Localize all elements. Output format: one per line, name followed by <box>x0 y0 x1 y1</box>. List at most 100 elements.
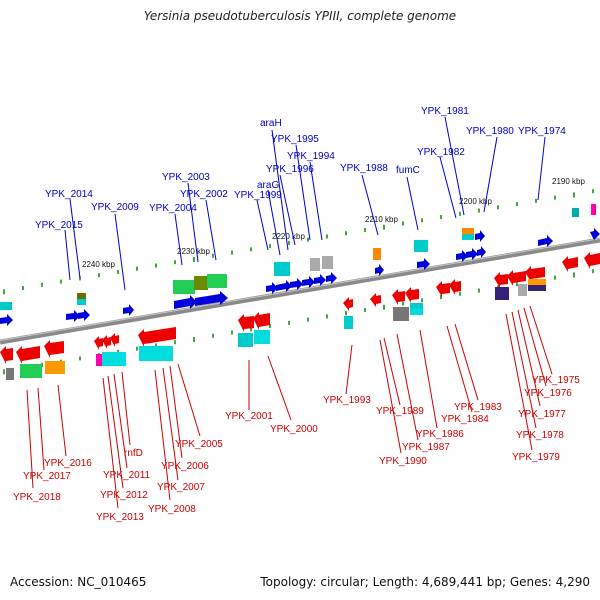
reverse-gene-arrow[interactable] <box>343 297 353 311</box>
cds-block[interactable] <box>414 240 428 252</box>
gene-label[interactable]: YPK_1981 <box>421 106 469 117</box>
reverse-gene-arrow[interactable] <box>449 279 461 295</box>
gene-label[interactable]: YPK_1986 <box>416 429 464 440</box>
cds-block[interactable] <box>102 352 126 366</box>
forward-gene-arrow[interactable] <box>314 274 326 286</box>
reverse-gene-arrow[interactable] <box>238 314 254 332</box>
gene-label[interactable]: YPK_1993 <box>323 395 371 406</box>
reverse-gene-arrow[interactable] <box>507 270 526 286</box>
gene-label[interactable]: YPK_1994 <box>287 151 335 162</box>
gene-label[interactable]: YPK_2002 <box>180 189 228 200</box>
cds-block[interactable] <box>96 354 102 366</box>
gene-label[interactable]: YPK_2008 <box>148 504 196 515</box>
reverse-gene-arrow[interactable] <box>584 252 600 269</box>
gene-label[interactable]: YPK_1975 <box>532 375 580 386</box>
forward-gene-arrow[interactable] <box>266 282 278 294</box>
cds-block[interactable] <box>572 208 579 217</box>
cds-block[interactable] <box>495 287 509 300</box>
cds-block[interactable] <box>518 284 527 296</box>
cds-block[interactable] <box>207 274 227 288</box>
gene-label[interactable]: YPK_1983 <box>454 402 502 413</box>
gene-label[interactable]: araG <box>257 180 279 191</box>
cds-block[interactable] <box>393 307 409 321</box>
forward-gene-arrow[interactable] <box>475 230 485 242</box>
gene-label[interactable]: YPK_2013 <box>96 512 144 523</box>
forward-gene-arrow[interactable] <box>123 304 134 316</box>
reverse-gene-arrow[interactable] <box>405 287 419 303</box>
cds-block[interactable] <box>462 228 474 234</box>
reverse-gene-arrow[interactable] <box>436 281 450 297</box>
cds-block[interactable] <box>173 280 195 294</box>
reverse-gene-arrow[interactable] <box>392 289 405 305</box>
cds-block[interactable] <box>0 302 12 310</box>
gene-label[interactable]: YPK_1976 <box>524 388 572 399</box>
gene-label[interactable]: YPK_1988 <box>340 163 388 174</box>
gene-label[interactable]: YPK_1974 <box>518 126 566 137</box>
forward-gene-arrow[interactable] <box>326 272 337 284</box>
gene-label[interactable]: YPK_2011 <box>103 470 151 481</box>
forward-gene-arrow[interactable] <box>477 246 486 258</box>
gene-label[interactable]: YPK_1987 <box>402 442 450 453</box>
gene-label[interactable]: YPK_2001 <box>225 411 273 422</box>
gene-label[interactable]: YPK_1980 <box>466 126 514 137</box>
forward-gene-arrow[interactable] <box>466 248 478 260</box>
forward-gene-arrow[interactable] <box>276 280 292 292</box>
forward-gene-arrow[interactable] <box>417 258 430 270</box>
gene-label[interactable]: YPK_1999 <box>234 190 282 201</box>
reverse-gene-arrow[interactable] <box>138 327 176 347</box>
cds-block[interactable] <box>139 346 173 361</box>
reverse-gene-arrow[interactable] <box>253 312 270 330</box>
gene-label[interactable]: YPK_2003 <box>162 172 210 183</box>
forward-gene-arrow[interactable] <box>66 310 80 322</box>
gene-label[interactable]: YPK_2017 <box>23 471 71 482</box>
cds-block[interactable] <box>410 303 423 309</box>
gene-label[interactable]: YPK_1984 <box>441 414 489 425</box>
forward-gene-arrow[interactable] <box>78 309 90 321</box>
forward-gene-arrow[interactable] <box>290 278 303 290</box>
cds-block[interactable] <box>322 256 333 269</box>
cds-block[interactable] <box>344 316 353 329</box>
gene-label[interactable]: YPK_1996 <box>266 164 314 175</box>
forward-gene-arrow[interactable] <box>456 250 468 262</box>
reverse-gene-arrow[interactable] <box>525 266 545 282</box>
gene-label[interactable]: YPK_1977 <box>518 409 566 420</box>
cds-block[interactable] <box>528 279 546 285</box>
forward-gene-arrow[interactable] <box>302 276 315 288</box>
cds-block[interactable] <box>45 361 65 374</box>
gene-label[interactable]: YPK_2014 <box>45 189 93 200</box>
reverse-gene-arrow[interactable] <box>494 272 508 288</box>
gene-label[interactable]: YPK_2004 <box>149 203 197 214</box>
gene-label[interactable]: YPK_2012 <box>100 490 148 501</box>
cds-block[interactable] <box>373 248 381 260</box>
cds-block[interactable] <box>77 293 86 299</box>
gene-label[interactable]: YPK_2006 <box>161 461 209 472</box>
gene-label[interactable]: YPK_1982 <box>417 147 465 158</box>
gene-label[interactable]: fumC <box>396 165 420 176</box>
forward-gene-arrow[interactable] <box>0 314 13 326</box>
gene-label[interactable]: YPK_2005 <box>175 439 223 450</box>
gene-label[interactable]: YPK_2015 <box>35 220 83 231</box>
cds-block[interactable] <box>462 234 474 240</box>
gene-label[interactable]: YPK_1995 <box>271 134 319 145</box>
gene-label[interactable]: YPK_2000 <box>270 424 318 435</box>
gene-label[interactable]: YPK_2018 <box>13 492 61 503</box>
gene-label[interactable]: YPK_1979 <box>512 452 560 463</box>
cds-block[interactable] <box>238 333 253 347</box>
cds-block[interactable] <box>20 364 42 378</box>
forward-gene-arrow[interactable] <box>590 228 600 240</box>
cds-block[interactable] <box>274 262 290 276</box>
forward-gene-arrow[interactable] <box>375 264 384 276</box>
reverse-gene-arrow[interactable] <box>44 340 64 358</box>
gene-label[interactable]: YPK_2016 <box>44 458 92 469</box>
cds-block[interactable] <box>254 330 270 344</box>
reverse-gene-arrow[interactable] <box>94 336 103 350</box>
forward-gene-arrow[interactable] <box>174 295 197 309</box>
gene-label[interactable]: rnfD <box>124 448 143 459</box>
gene-label[interactable]: YPK_1989 <box>376 406 424 417</box>
forward-gene-arrow[interactable] <box>195 291 228 306</box>
reverse-gene-arrow[interactable] <box>102 335 111 349</box>
reverse-gene-arrow[interactable] <box>370 293 381 307</box>
reverse-gene-arrow[interactable] <box>110 333 119 347</box>
cds-block[interactable] <box>310 258 320 271</box>
reverse-gene-arrow[interactable] <box>562 256 578 272</box>
